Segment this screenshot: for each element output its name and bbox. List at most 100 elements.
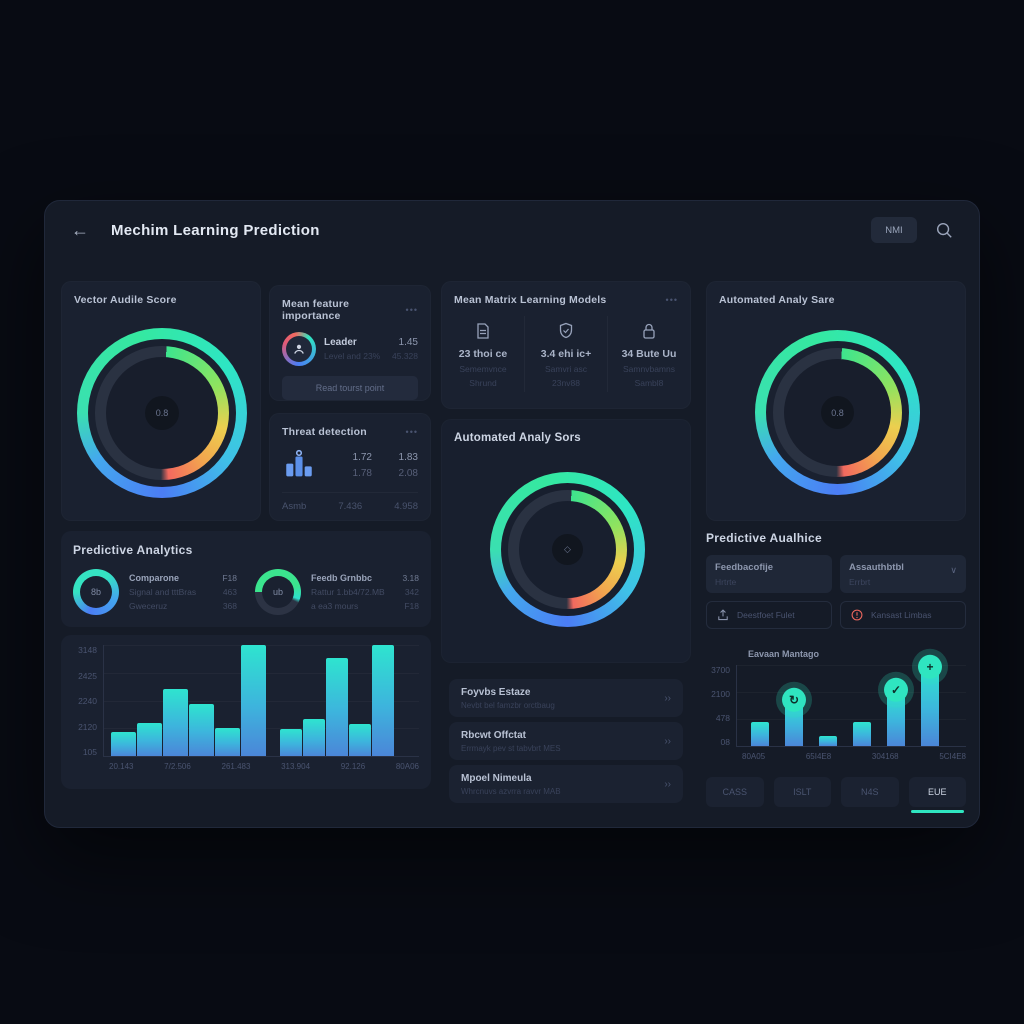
row-subvalue: 45.328	[392, 351, 418, 361]
gauge-row-label: Signal and tttBras	[129, 587, 197, 597]
stat-line: Samvri asc	[544, 364, 588, 374]
stat-item[interactable]: 23 thoi ce Sememvnce Shrund	[442, 316, 524, 392]
bar[interactable]	[189, 703, 214, 756]
bar[interactable]	[280, 729, 302, 756]
header-action-button[interactable]: NMI	[871, 217, 917, 243]
gauge-ring[interactable]: ub	[255, 569, 301, 615]
card-title: Vector Audile Score	[74, 294, 177, 306]
action-label: Deestfoet Fulet	[737, 610, 795, 620]
vector-score-card: Vector Audile Score 0.8	[61, 281, 261, 521]
list-item-subtitle: Whrcnuvs azvrra ravvr MAB	[461, 786, 561, 796]
bar[interactable]	[111, 731, 136, 756]
analysis-donut-chart[interactable]: ◇	[490, 472, 645, 627]
stat-value: 3.4 ehi ic+	[540, 348, 592, 360]
footer-value: 7.436	[338, 501, 363, 512]
y-tick-label: 2240	[78, 696, 97, 706]
page-title: Mechim Learning Prediction	[111, 221, 320, 239]
bar[interactable]: ✓	[884, 677, 908, 746]
donut-center-value: ◇	[552, 534, 583, 565]
stat-item[interactable]: 3.4 ehi ic+ Samvri asc 23nv88	[524, 316, 607, 392]
list-item[interactable]: Mpoel Nimeula Whrcnuvs azvrra ravvr MAB …	[449, 765, 683, 803]
bar[interactable]: +	[918, 655, 942, 746]
list-item[interactable]: Foyvbs Estaze Nevbt bel famzbr orctbaug …	[449, 679, 683, 717]
feedback-field[interactable]: Feedbacofije Hrtrte	[706, 555, 832, 593]
bar[interactable]	[349, 723, 371, 756]
bar[interactable]	[326, 658, 348, 756]
bar-badge-icon: +	[918, 655, 942, 680]
alert-icon	[851, 609, 863, 621]
row-label: Leader	[324, 337, 357, 348]
menu-dots-icon[interactable]: •••	[405, 427, 418, 437]
tab-0[interactable]: CASS	[706, 777, 764, 807]
bar[interactable]	[163, 689, 188, 756]
header: ← Mechim Learning Prediction NMI	[45, 201, 979, 259]
bar-badge-icon: ✓	[884, 677, 908, 702]
stat-line: Sambl8	[634, 378, 664, 388]
bar[interactable]	[241, 645, 266, 756]
document-icon	[477, 323, 489, 339]
y-tick-label: 478	[715, 713, 730, 723]
score-donut-chart[interactable]: 0.8	[755, 330, 920, 495]
gauge-group: ub Feedb Grnbbc 3.18 Rattur 1.bb4/72.MB 34…	[255, 569, 419, 615]
alert-action[interactable]: Kansast Limbas	[840, 601, 966, 629]
card-title: Mean feature importance	[282, 298, 350, 322]
bar[interactable]	[853, 721, 871, 746]
menu-dots-icon[interactable]: •••	[665, 295, 678, 305]
list-item[interactable]: Rbcwt Offctat Errmayk pev st tabvbrt MES…	[449, 722, 683, 760]
section-heading: Predictive Aualhice	[706, 531, 822, 545]
donut-center-value: 0.8	[145, 396, 179, 430]
bar[interactable]: ↻	[782, 688, 806, 746]
gauge-center-value: 8b	[80, 576, 112, 608]
gauge-row-value: 463	[222, 587, 237, 597]
automated-analysis-card: Automated Analy Sors ◇	[441, 419, 691, 663]
stat-item[interactable]: 34 Bute Uu Samnvbamns Sambl8	[607, 316, 690, 392]
export-action[interactable]: Deestfoet Fulet	[706, 601, 832, 629]
bar[interactable]	[751, 721, 769, 746]
predictive-analytics-section: Predictive Analytics 8b Comparone F18 Sig…	[61, 531, 431, 627]
list-item-subtitle: Errmayk pev st tabvbrt MES	[461, 743, 561, 753]
right-score-card: Automated Analy Sare 0.8	[706, 281, 966, 521]
y-axis: 3700 2100 478 08	[706, 665, 736, 747]
field-label: Assauthbtbl	[849, 562, 904, 573]
bar[interactable]	[372, 645, 394, 756]
list-item-title: Foyvbs Estaze	[461, 686, 531, 698]
gauge-row-label: Rattur 1.bb4/72.MB	[311, 587, 385, 597]
y-tick-label: 2120	[78, 721, 97, 732]
auth-select[interactable]: Assauthbtbl Errbrt ∨	[840, 555, 966, 593]
tab-3[interactable]: EUE	[908, 777, 966, 813]
stat-value: 1.83	[398, 451, 418, 463]
x-tick-label: 5CI4E8	[939, 752, 966, 761]
y-tick-label: 105	[82, 747, 97, 757]
x-tick-label: 65I4E8	[805, 752, 832, 761]
chevron-right-icon: ››	[664, 778, 671, 790]
read-point-button[interactable]: Read tourst point	[282, 376, 418, 400]
stat-value: 34 Bute Uu	[621, 348, 677, 360]
gauge-row-value: 3.18	[402, 573, 419, 583]
shield-icon	[559, 322, 573, 339]
chevron-down-icon: ∨	[950, 565, 957, 575]
card-title: Automated Analy Sors	[454, 432, 581, 444]
bar[interactable]	[137, 722, 162, 756]
lock-icon	[643, 323, 655, 339]
bar[interactable]	[215, 728, 240, 756]
back-arrow-icon[interactable]: ←	[71, 219, 89, 240]
stat-line: Sememvnce	[459, 364, 507, 374]
tab-2[interactable]: N4S	[841, 777, 899, 807]
gauge-row-value: 368	[222, 601, 237, 611]
avatar	[282, 332, 316, 366]
donut-center-value: 0.8	[821, 396, 854, 429]
gauge-ring[interactable]: 8b	[73, 569, 119, 615]
vector-donut-chart[interactable]: 0.8	[77, 328, 247, 498]
field-value: Hrtrte	[715, 577, 737, 587]
export-icon	[718, 609, 728, 621]
gauge-row-label: Comparone	[129, 573, 180, 583]
bottom-tabs: CASS ISLT N4S EUE	[706, 777, 966, 813]
tab-1[interactable]: ISLT	[773, 777, 831, 807]
card-title: Mean Matrix Learning Models	[454, 294, 607, 306]
menu-dots-icon[interactable]: •••	[405, 305, 418, 315]
footer-value: Asmb	[282, 501, 307, 512]
search-icon[interactable]	[935, 221, 953, 239]
bar[interactable]	[819, 736, 837, 746]
bar[interactable]	[303, 719, 325, 756]
list-item-subtitle: Nevbt bel famzbr orctbaug	[461, 700, 555, 710]
